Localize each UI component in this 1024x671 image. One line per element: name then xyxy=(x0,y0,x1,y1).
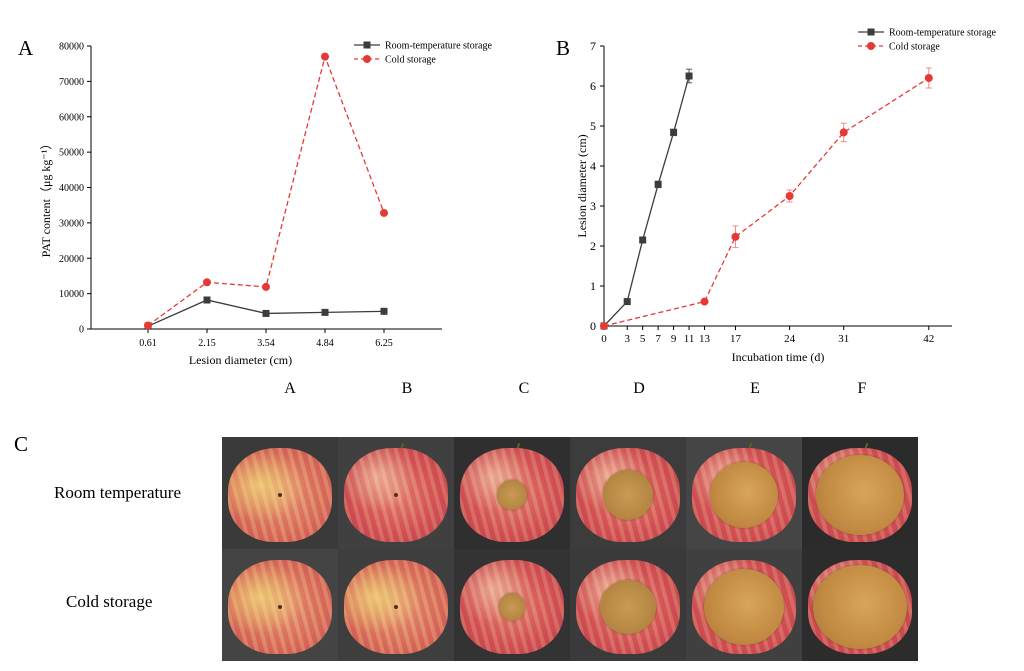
data-point xyxy=(700,297,709,306)
panel-a-letter: A xyxy=(18,36,34,60)
x-tick-label: 0 xyxy=(601,333,607,345)
data-point xyxy=(363,55,371,63)
photo-column-label: A xyxy=(284,380,296,397)
x-tick-label: 2.15 xyxy=(198,338,216,349)
apple-photo xyxy=(570,437,686,549)
data-point xyxy=(262,282,270,291)
x-tick-label: 11 xyxy=(684,333,695,345)
y-tick-label: 1 xyxy=(590,279,596,293)
y-tick-label: 4 xyxy=(590,159,596,173)
photo-column-label: B xyxy=(401,380,413,397)
data-point xyxy=(731,232,740,241)
photo-column-label: E xyxy=(750,380,760,397)
x-tick-label: 42 xyxy=(923,333,934,345)
y-tick-label: 40000 xyxy=(59,183,84,194)
apple-photo xyxy=(686,437,802,549)
legend-label: Room-temperature storage xyxy=(385,41,492,52)
data-point xyxy=(623,298,631,306)
y-tick-label: 7 xyxy=(590,39,596,53)
y-tick-label: 5 xyxy=(590,119,596,133)
legend-label: Cold storage xyxy=(889,42,940,53)
data-point xyxy=(380,208,388,217)
y-tick-label: 30000 xyxy=(59,218,84,229)
apple-photo xyxy=(686,549,802,661)
series-line xyxy=(603,75,690,327)
legend-label: Room-temperature storage xyxy=(889,28,996,39)
y-tick-label: 0 xyxy=(79,325,84,336)
data-point xyxy=(380,307,388,315)
data-point xyxy=(321,308,329,316)
y-tick-label: 6 xyxy=(590,79,596,93)
apple-photo xyxy=(454,437,570,549)
panel-c-letter: C xyxy=(14,432,29,456)
data-point xyxy=(785,192,794,200)
data-point xyxy=(924,74,933,82)
x-tick-label: 3.54 xyxy=(257,338,275,349)
chart-a-pat-content: 0 10000 20000 30000 40000 50000 60000 70000 8000… xyxy=(39,41,492,368)
x-tick-label: 9 xyxy=(671,333,677,345)
panel-b-letter: B xyxy=(556,36,571,60)
apple-photo xyxy=(338,437,454,549)
apple-photo-grid xyxy=(222,437,918,661)
y-tick-label: 10000 xyxy=(59,289,84,300)
y-tick-label: 20000 xyxy=(59,254,84,265)
photo-column-label: D xyxy=(633,380,645,397)
y-tick-label: 60000 xyxy=(59,112,84,123)
data-point xyxy=(203,296,211,304)
data-point xyxy=(203,278,211,287)
apple-photo xyxy=(802,437,918,549)
x-axis-title: Lesion diameter (cm) xyxy=(189,353,292,367)
x-tick-label: 6.25 xyxy=(375,338,393,349)
data-point xyxy=(262,309,270,317)
y-tick-label: 0 xyxy=(590,319,596,333)
y-tick-label: 3 xyxy=(590,199,596,213)
x-tick-label: 13 xyxy=(699,333,711,345)
photo-column-label: F xyxy=(857,380,867,397)
data-point xyxy=(867,42,875,50)
series-line xyxy=(603,77,930,327)
y-axis-title: PAT content（μg kg⁻¹） xyxy=(39,138,53,258)
apple-photo xyxy=(802,549,918,661)
data-point xyxy=(600,322,608,330)
y-axis-title: Lesion diameter (cm) xyxy=(575,134,589,237)
data-point xyxy=(144,321,152,330)
apple-photo xyxy=(454,549,570,661)
x-tick-label: 5 xyxy=(640,333,646,345)
x-axis-title: Incubation time (d) xyxy=(732,350,825,364)
x-tick-label: 17 xyxy=(730,333,742,345)
data-point xyxy=(321,52,329,61)
y-tick-label: 70000 xyxy=(59,77,84,88)
x-tick-label: 24 xyxy=(784,333,796,345)
x-tick-label: 0.61 xyxy=(139,338,157,349)
y-tick-label: 2 xyxy=(590,239,596,253)
data-point xyxy=(670,128,678,136)
apple-photo xyxy=(222,549,338,661)
data-point xyxy=(654,180,662,188)
photo-row-label-room-temperature: Room temperature xyxy=(54,483,181,502)
y-tick-label: 50000 xyxy=(59,148,84,159)
legend-label: Cold storage xyxy=(385,55,436,66)
data-point xyxy=(639,236,647,244)
photo-column-label: C xyxy=(518,380,530,397)
x-tick-label: 3 xyxy=(624,333,630,345)
x-tick-label: 31 xyxy=(838,333,849,345)
apple-photo xyxy=(338,549,454,661)
data-point xyxy=(685,72,693,80)
y-tick-label: 80000 xyxy=(59,42,84,53)
photo-row-label-cold-storage: Cold storage xyxy=(66,592,153,611)
x-tick-label: 7 xyxy=(655,333,661,345)
x-tick-label: 4.84 xyxy=(316,338,334,349)
apple-photo xyxy=(570,549,686,661)
data-point xyxy=(363,41,371,49)
apple-photo xyxy=(222,437,338,549)
data-point xyxy=(867,28,875,36)
data-point xyxy=(839,128,848,137)
